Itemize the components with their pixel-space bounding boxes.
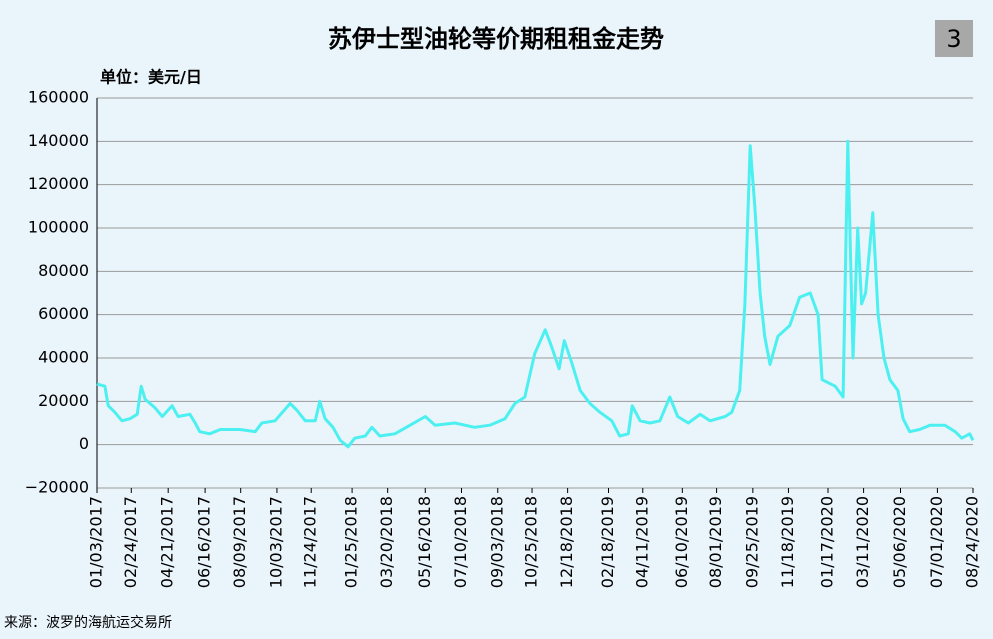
x-tick-label: 02/18/2019 — [598, 496, 617, 588]
x-tick-label: 05/06/2020 — [890, 496, 909, 588]
y-tick-label: 60000 — [38, 304, 89, 323]
chart-title: 苏伊士型油轮等价期租租金走势 — [328, 25, 664, 53]
x-tick-label: 01/03/2017 — [87, 496, 106, 588]
x-tick-label: 03/11/2020 — [853, 496, 872, 588]
y-tick-label: 40000 — [38, 348, 89, 367]
x-tick-label: 11/18/2019 — [778, 496, 797, 588]
x-tick-label: 06/10/2019 — [672, 496, 691, 588]
x-tick-label: 08/09/2017 — [230, 496, 249, 588]
x-tick-label: 04/21/2017 — [158, 496, 177, 588]
y-tick-label: 120000 — [28, 174, 89, 193]
x-tick-label: 01/17/2020 — [817, 496, 836, 588]
badge: 3 — [946, 25, 961, 53]
x-tick-label: 05/16/2018 — [415, 496, 434, 588]
source: 来源：波罗的海航运交易所 — [4, 614, 172, 631]
badge-box — [935, 20, 973, 57]
x-tick-label: 08/24/2020 — [963, 496, 982, 588]
unit-label: 单位：美元/日 — [100, 68, 202, 87]
x-tick-label: 12/18/2018 — [557, 496, 576, 588]
x-tick-label: 10/03/2017 — [266, 496, 285, 588]
y-tick-label: 0 — [79, 434, 89, 453]
y-tick-label: 100000 — [28, 218, 89, 237]
x-tick-label: 08/01/2019 — [706, 496, 725, 588]
y-tick-label: 160000 — [28, 88, 89, 107]
x-tick-label: 03/20/2018 — [377, 496, 396, 588]
x-tick-label: 10/25/2018 — [522, 496, 541, 588]
x-tick-label: 11/24/2017 — [301, 496, 320, 588]
x-tick-label: 07/10/2018 — [451, 496, 470, 588]
x-tick-label: 07/01/2020 — [927, 496, 946, 588]
x-tick-label: 04/11/2019 — [632, 496, 651, 588]
y-tick-label: 140000 — [28, 131, 89, 150]
x-tick-label: 09/03/2018 — [487, 496, 506, 588]
data-line — [96, 139, 975, 449]
x-tick-label: 06/16/2017 — [195, 496, 214, 588]
x-tick-label: 01/25/2018 — [342, 496, 361, 588]
x-tick-label: 09/25/2019 — [742, 496, 761, 588]
y-tick-label: 80000 — [38, 261, 89, 280]
y-tick-label: 20000 — [38, 391, 89, 410]
y-tick-label: −20000 — [25, 478, 89, 497]
x-tick-label: 02/24/2017 — [121, 496, 140, 588]
